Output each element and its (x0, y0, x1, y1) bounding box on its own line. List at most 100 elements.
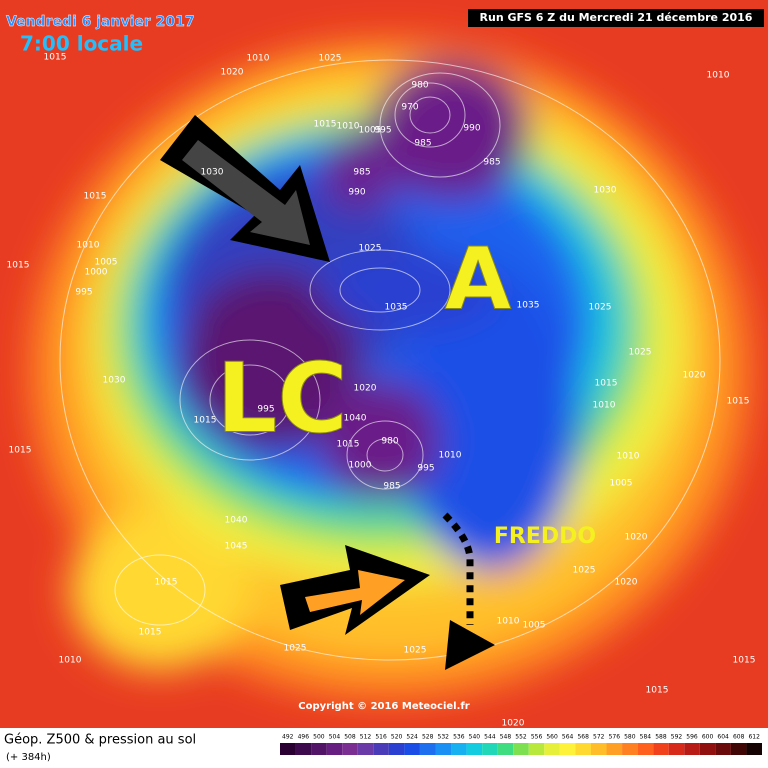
pressure-label: 1005 (359, 126, 382, 136)
pressure-label: 1015 (139, 628, 162, 638)
scale-label: 596 (686, 734, 698, 741)
scale-swatch (544, 743, 560, 755)
scale-label: 544 (484, 734, 496, 741)
scale-label: 532 (438, 734, 450, 741)
pressure-label: 995 (257, 405, 274, 415)
scale-label: 536 (453, 734, 465, 741)
scale-swatch (388, 743, 405, 755)
pressure-label: 1010 (497, 617, 520, 627)
pressure-label: 1015 (727, 397, 750, 407)
pressure-label: 1035 (385, 303, 408, 313)
pressure-label: 1010 (593, 401, 616, 411)
pressure-label: 1020 (502, 719, 525, 729)
time: 7:00 locale (20, 32, 143, 56)
pressure-label: 1015 (337, 440, 360, 450)
color-scale: 492 496 500 504 508 512 516 520 524 528 532 536 540 5… (280, 734, 762, 755)
pressure-label: 1030 (594, 186, 617, 196)
pressure-label: 1015 (155, 578, 178, 588)
pressure-label: 1005 (610, 479, 633, 489)
scale-label: 500 (313, 734, 325, 741)
pressure-label: 1010 (77, 241, 100, 251)
run-info: Run GFS 6 Z du Mercredi 21 décembre 2016 (480, 11, 753, 24)
pressure-label: 1015 (9, 446, 32, 456)
pressure-label: 990 (348, 188, 365, 198)
pressure-label: 1020 (221, 68, 244, 78)
footer-lead: (+ 384h) (6, 752, 51, 763)
scale-swatch (730, 743, 747, 755)
pressure-label: 995 (75, 288, 92, 298)
cold-label: FREDDO (494, 524, 596, 549)
pressure-label: 1015 (595, 379, 618, 389)
scale-label: 520 (391, 734, 403, 741)
pressure-label: 1035 (517, 301, 540, 311)
pressure-label: 1020 (683, 371, 706, 381)
scale-label: 496 (298, 734, 310, 741)
scale-label: 584 (640, 734, 652, 741)
scale-label: 564 (562, 734, 574, 741)
scale-swatch (622, 743, 638, 755)
pressure-label: 985 (483, 158, 500, 168)
scale-swatch (419, 743, 436, 755)
pressure-label: 1015 (194, 416, 217, 426)
pressure-label: 1000 (85, 268, 108, 278)
scale-swatch (342, 743, 358, 755)
scale-label: 512 (360, 734, 372, 741)
scale-swatch (295, 743, 312, 755)
scale-label: 600 (702, 734, 714, 741)
scale-swatch (451, 743, 467, 755)
pressure-label: 1005 (523, 621, 546, 631)
pressure-label: 1025 (573, 566, 596, 576)
pressure-label: 980 (381, 437, 398, 447)
scale-label: 576 (609, 734, 621, 741)
pressure-label: 985 (383, 482, 400, 492)
scale-swatch (575, 743, 591, 755)
pressure-label: 1040 (344, 414, 367, 424)
scale-swatch (466, 743, 483, 755)
pressure-label: 1020 (625, 533, 648, 543)
pressure-label: 1015 (7, 261, 30, 271)
pressure-label: 1000 (349, 461, 372, 471)
scale-label: 508 (344, 734, 356, 741)
scale-label: 556 (531, 734, 543, 741)
scale-label: 552 (515, 734, 527, 741)
run-box (468, 9, 764, 27)
scale-swatch (684, 743, 700, 755)
pressure-label: 1015 (646, 686, 669, 696)
isobars (59, 59, 721, 661)
pressure-label: 1025 (359, 244, 382, 254)
scale-swatch (699, 743, 716, 755)
high-label: A (445, 229, 512, 329)
pressure-label: 1010 (337, 122, 360, 132)
scale-label: 608 (733, 734, 745, 741)
scale-swatch (497, 743, 514, 755)
scale-swatch (559, 743, 576, 755)
scale-label: 528 (422, 734, 434, 741)
copyright: Copyright © 2016 Meteociel.fr (298, 701, 469, 712)
arrows (160, 115, 495, 670)
pressure-label: 995 (374, 126, 391, 136)
low-label: LC (216, 342, 348, 454)
scale-swatch (653, 743, 669, 755)
scale-swatch (311, 743, 327, 755)
date: Vendredi 6 janvier 2017 (6, 14, 195, 30)
pressure-label: 1025 (319, 54, 342, 64)
pressure-label: 1025 (589, 303, 612, 313)
scale-swatch (482, 743, 498, 755)
scale-swatch (715, 743, 731, 755)
pressure-label: 1020 (615, 578, 638, 588)
pressure-label: 1020 (354, 384, 377, 394)
pressure-label: 1040 (225, 516, 248, 526)
pressure-label: 1015 (44, 53, 67, 63)
pressure-label: 1025 (284, 644, 307, 654)
scale-label: 548 (500, 734, 512, 741)
scale-label: 504 (329, 734, 341, 741)
pressure-label: 970 (401, 103, 418, 113)
footer-title: Géop. Z500 & pression au sol (4, 733, 196, 748)
pressure-label: 1010 (439, 451, 462, 461)
scale-label: 592 (671, 734, 683, 741)
pressure-label: 1005 (95, 258, 118, 268)
pressure-label: 1015 (84, 192, 107, 202)
pressure-label: 980 (411, 81, 428, 91)
